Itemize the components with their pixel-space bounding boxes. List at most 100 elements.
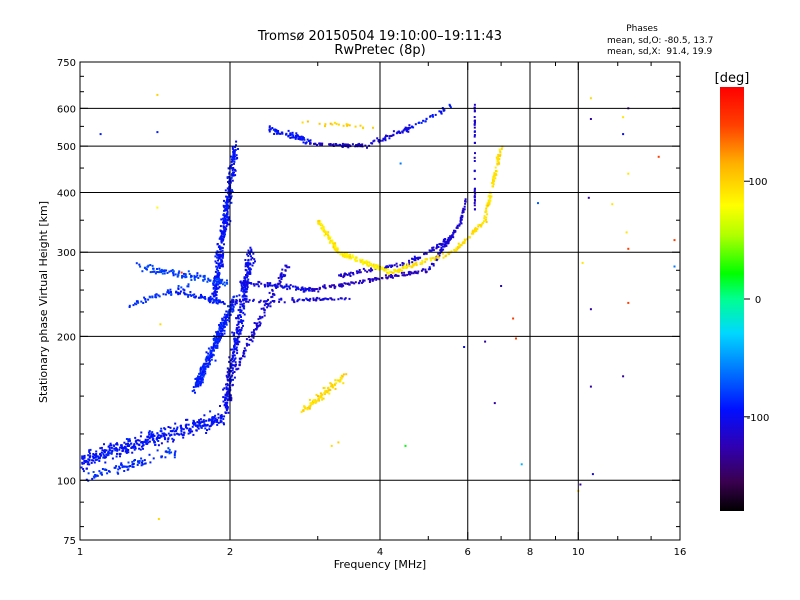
- echo-point: [125, 438, 128, 440]
- echo-point: [489, 192, 492, 195]
- echo-point: [294, 285, 297, 288]
- echo-point: [443, 244, 446, 247]
- echo-point: [231, 356, 234, 359]
- echo-point: [368, 281, 371, 283]
- echo-point: [140, 300, 143, 303]
- echo-point: [254, 328, 257, 331]
- echo-point: [359, 258, 361, 261]
- echo-point: [250, 249, 253, 252]
- echo-point: [144, 441, 147, 444]
- echo-point: [339, 253, 342, 256]
- echo-point: [235, 154, 238, 157]
- echo-point: [216, 333, 219, 336]
- echo-point: [187, 285, 190, 288]
- echo-point: [180, 426, 183, 429]
- echo-point: [98, 460, 101, 462]
- echo-point: [354, 258, 356, 261]
- echo-point: [90, 461, 93, 464]
- echo-point: [384, 136, 387, 139]
- echo-point: [241, 295, 244, 298]
- echo-point: [424, 120, 427, 123]
- echo-point: [329, 122, 332, 125]
- echo-point: [234, 303, 237, 306]
- echo-point: [395, 262, 398, 265]
- echo-point: [171, 269, 174, 271]
- x-tick-label: 8: [527, 547, 533, 558]
- echo-point: [439, 252, 442, 254]
- echo-point: [372, 126, 374, 129]
- echo-point: [331, 240, 334, 243]
- echo-point: [248, 299, 251, 302]
- echo-point: [378, 141, 381, 144]
- echo-point: [231, 298, 234, 301]
- echo-point: [249, 246, 252, 249]
- echo-point: [432, 256, 435, 259]
- echo-point: [322, 230, 325, 233]
- echo-point: [227, 167, 230, 170]
- echo-point: [457, 247, 460, 249]
- echo-point: [257, 280, 260, 283]
- echo-point: [382, 267, 385, 270]
- echo-point: [291, 297, 294, 300]
- echo-point: [379, 139, 382, 142]
- echo-point: [156, 93, 159, 96]
- echo-point: [281, 275, 284, 278]
- echo-point: [269, 301, 272, 304]
- echo-point: [204, 424, 207, 427]
- echo-point: [497, 155, 500, 157]
- echo-point: [224, 319, 227, 322]
- echo-point: [363, 279, 366, 282]
- echo-point: [395, 274, 398, 277]
- echo-point: [231, 383, 234, 386]
- echo-point: [214, 346, 217, 349]
- echo-point: [223, 235, 226, 237]
- echo-point: [589, 97, 592, 100]
- echo-point: [245, 264, 248, 267]
- echo-point: [148, 453, 151, 456]
- echo-point: [485, 216, 488, 219]
- echo-point: [238, 332, 241, 335]
- echo-point: [173, 452, 176, 455]
- echo-point: [177, 274, 180, 277]
- echo-point: [226, 223, 229, 226]
- echo-point: [464, 200, 467, 203]
- echo-point: [192, 422, 194, 425]
- echo-point: [440, 249, 442, 251]
- echo-point: [364, 269, 367, 272]
- echo-point: [500, 285, 503, 287]
- echo-point: [119, 446, 122, 449]
- echo-point: [196, 421, 199, 424]
- echo-point: [430, 259, 432, 262]
- echo-point: [387, 268, 389, 271]
- echo-point: [201, 378, 204, 381]
- phases-heading: Phases: [626, 24, 658, 34]
- echo-point: [228, 180, 231, 183]
- echo-point: [476, 228, 479, 230]
- echo-point: [221, 260, 224, 263]
- echo-point: [398, 130, 400, 133]
- echo-point: [197, 378, 200, 381]
- echo-point: [84, 461, 87, 464]
- echo-point: [145, 442, 148, 445]
- echo-point: [95, 450, 98, 453]
- echo-point: [131, 465, 134, 468]
- echo-point: [244, 286, 247, 289]
- echo-point: [208, 425, 211, 428]
- echo-point: [128, 444, 131, 447]
- echo-point: [304, 289, 307, 292]
- echo-point: [234, 148, 237, 151]
- colorbar-gradient: [720, 87, 744, 511]
- echo-point: [309, 139, 312, 142]
- echo-point: [219, 282, 222, 284]
- echo-point: [118, 465, 121, 468]
- echo-point: [168, 434, 171, 437]
- echo-point: [589, 118, 592, 120]
- echo-point: [234, 146, 237, 148]
- echo-point: [221, 263, 224, 266]
- echo-point: [227, 312, 230, 315]
- echo-point: [372, 263, 375, 266]
- echo-point: [452, 232, 455, 235]
- echo-point: [341, 375, 344, 378]
- echo-point: [317, 399, 320, 402]
- echo-point: [397, 269, 400, 272]
